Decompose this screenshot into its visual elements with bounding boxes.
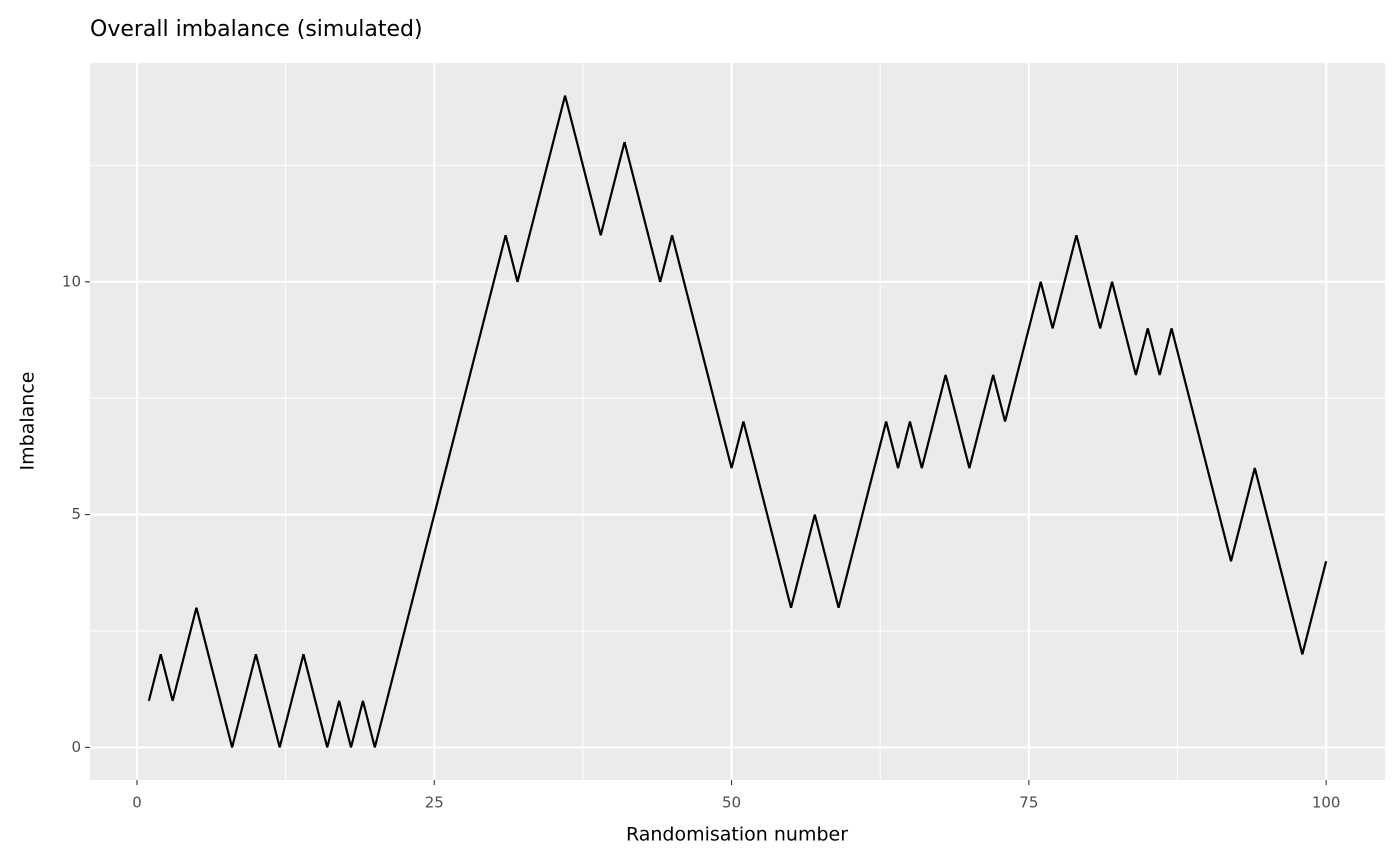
x-axis-label: Randomisation number — [626, 824, 848, 846]
x-tick-label: 75 — [1019, 794, 1038, 812]
panel — [90, 63, 1385, 780]
line — [147, 95, 1328, 748]
y-tick-label: 5 — [71, 505, 81, 523]
x-tick-label: 50 — [722, 794, 741, 812]
chart-title: Overall imbalance (simulated) — [90, 17, 423, 42]
x-tick-label: 100 — [1312, 794, 1341, 812]
x-tick-label: 0 — [132, 794, 142, 812]
x-tick-label: 25 — [425, 794, 444, 812]
y-axis-label: Imbalance — [17, 372, 39, 471]
y-tick-label: 10 — [62, 272, 81, 290]
y-tick-label: 0 — [71, 738, 81, 756]
